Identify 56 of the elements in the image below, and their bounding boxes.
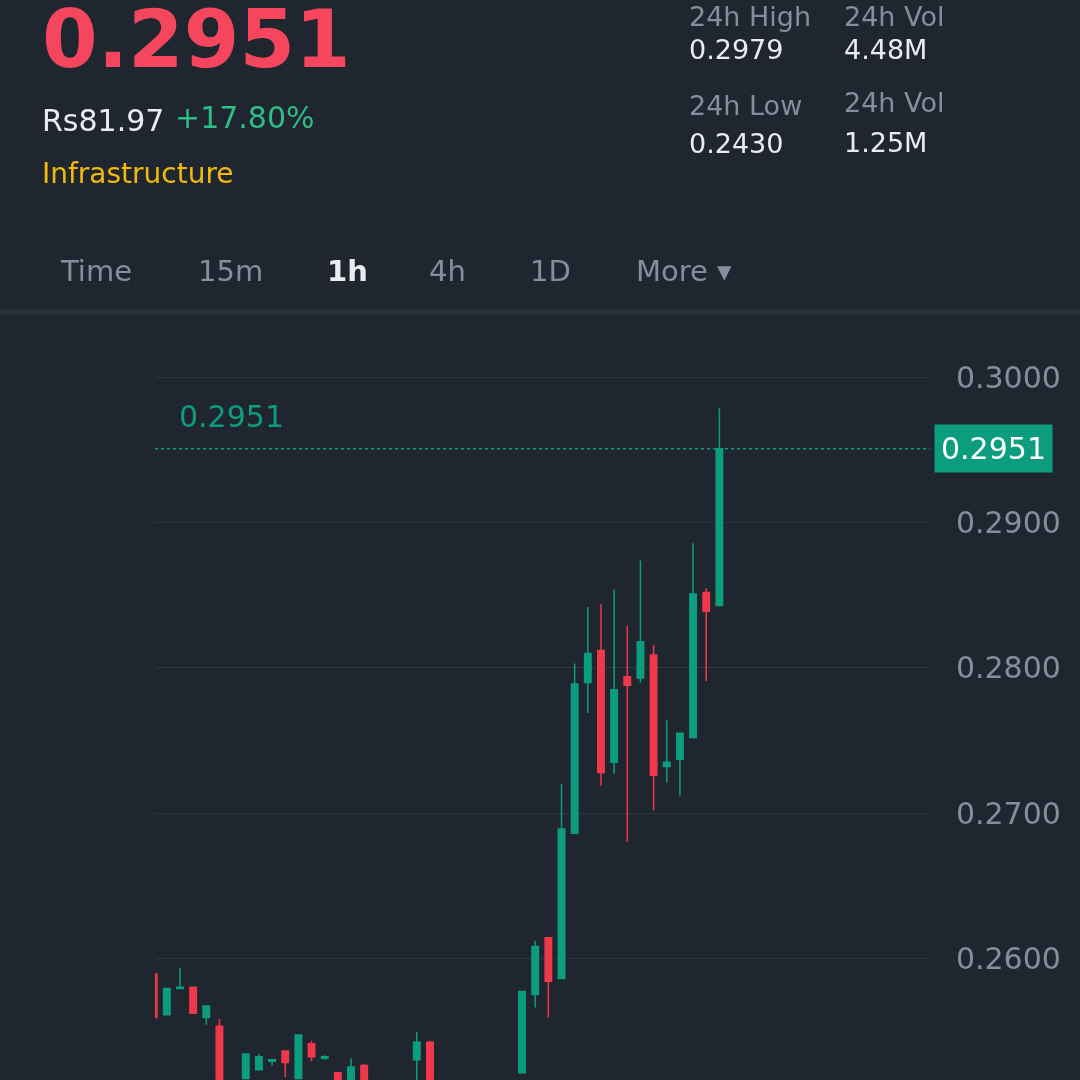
candlestick <box>202 1005 211 1026</box>
text: 0.2951 <box>42 0 351 86</box>
ref-line-label: 0.2951 <box>941 431 1046 466</box>
text: 1D <box>530 254 571 288</box>
y-tick-label: 0.3000 <box>955 360 1061 396</box>
candlestick <box>662 719 671 784</box>
candlestick <box>294 1034 303 1080</box>
candlestick <box>307 1040 316 1062</box>
candlestick <box>702 587 711 682</box>
candlestick <box>675 732 684 797</box>
candlestick <box>597 603 605 787</box>
text: 0.2430 <box>689 128 784 159</box>
text: Infrastructure <box>42 157 234 190</box>
candlestick <box>268 1058 277 1067</box>
text: 15m <box>198 254 264 288</box>
candlestick <box>544 937 553 1019</box>
candlestick <box>649 643 658 811</box>
text: 24h High <box>689 1 812 32</box>
text: 1h <box>327 254 368 288</box>
candlestick <box>412 1031 421 1080</box>
text: Rs81.97 <box>42 103 165 138</box>
candlestick <box>518 990 527 1074</box>
candlestick <box>347 1057 355 1080</box>
candlestick <box>162 987 171 1016</box>
candlestick <box>176 967 184 990</box>
candlestick <box>583 606 592 714</box>
text: 4.48M <box>844 34 928 65</box>
text: More ▾ <box>636 254 733 288</box>
y-tick-label: 0.2600 <box>955 940 1061 976</box>
text: 24h Vol <box>844 87 945 118</box>
text: 1.25M <box>844 127 928 158</box>
y-tick-label: 0.2800 <box>955 650 1061 686</box>
candlestick <box>254 1053 263 1071</box>
candlestick <box>281 1050 290 1078</box>
text: 4h <box>429 254 466 288</box>
candlestick <box>360 1063 369 1080</box>
y-tick-label: 0.2900 <box>955 505 1061 541</box>
candlestick <box>189 986 198 1015</box>
candlestick <box>570 662 579 835</box>
candlestick <box>689 542 698 739</box>
annotation: 0.2951 <box>179 399 284 434</box>
candlestick <box>241 1053 250 1080</box>
candlestick <box>610 588 619 775</box>
text: Time <box>60 254 132 288</box>
candlestick <box>333 1072 342 1080</box>
text: 24h Low <box>689 90 803 121</box>
candlestick <box>425 1040 434 1080</box>
text: 24h Vol <box>844 1 945 32</box>
text: 0.2979 <box>689 34 784 65</box>
candlestick <box>531 939 540 1009</box>
text: +17.80% <box>175 100 315 135</box>
candlestick <box>636 559 645 684</box>
candlestick <box>215 1018 224 1080</box>
candlestick <box>623 625 632 843</box>
y-tick-label: 0.2700 <box>955 795 1061 831</box>
candlestick <box>320 1054 329 1061</box>
